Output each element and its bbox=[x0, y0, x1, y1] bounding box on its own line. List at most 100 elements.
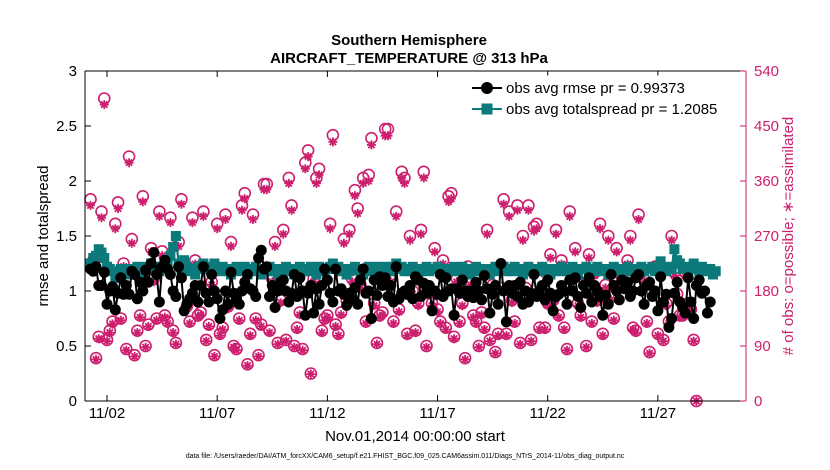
spread-point bbox=[272, 269, 283, 280]
y-axis-right-label: # of obs: o=possible; ∗=assimilated bbox=[780, 117, 797, 356]
rmse-point bbox=[153, 296, 165, 308]
rmse-point bbox=[701, 307, 713, 319]
obs-assimilated-point bbox=[201, 336, 211, 346]
rmse-point bbox=[613, 294, 625, 306]
obs-assimilated-point bbox=[562, 345, 572, 355]
obs-assimilated-point bbox=[548, 298, 558, 308]
x-tick-label: 11/17 bbox=[419, 405, 455, 422]
obs-assimilated-point bbox=[300, 164, 310, 174]
rmse-point bbox=[363, 285, 375, 297]
obs-assimilated-point bbox=[686, 307, 696, 317]
obs-assimilated-point bbox=[138, 197, 148, 207]
obs-assimilated-point bbox=[154, 211, 164, 221]
rmse-point bbox=[495, 258, 507, 269]
rmse-point bbox=[101, 298, 113, 310]
spread-point bbox=[484, 269, 495, 280]
spread-point bbox=[674, 258, 685, 269]
obs-assimilated-point bbox=[127, 238, 137, 248]
obs-assimilated-point bbox=[187, 218, 197, 228]
rmse-point bbox=[90, 261, 102, 273]
rmse-point bbox=[277, 274, 289, 286]
rmse-point bbox=[283, 296, 295, 308]
obs-assimilated-point bbox=[581, 342, 591, 352]
right-tick-label: 0 bbox=[754, 393, 762, 410]
obs-assimilated-point bbox=[226, 241, 236, 251]
rmse-point bbox=[644, 276, 656, 288]
obs-assimilated-point bbox=[105, 328, 115, 338]
rmse-point bbox=[250, 291, 262, 302]
rmse-point bbox=[327, 296, 339, 308]
obs-assimilated-point bbox=[634, 215, 644, 224]
rmse-point bbox=[693, 274, 705, 286]
left-tick-label: 3 bbox=[69, 63, 77, 80]
obs-assimilated-point bbox=[584, 253, 594, 263]
rmse-point bbox=[522, 296, 534, 308]
rmse-point bbox=[470, 276, 482, 288]
obs-assimilated-point bbox=[504, 211, 514, 221]
spread-point bbox=[91, 250, 102, 261]
obs-assimilated-point bbox=[422, 342, 431, 352]
rmse-point bbox=[173, 261, 185, 273]
obs-assimilated-point bbox=[452, 277, 462, 287]
rmse-point bbox=[319, 263, 331, 275]
rmse-point bbox=[456, 274, 468, 286]
obs-assimilated-point bbox=[353, 208, 363, 218]
obs-assimilated-point bbox=[94, 334, 104, 344]
obs-assimilated-point bbox=[642, 318, 652, 328]
rmse-point bbox=[390, 261, 402, 273]
rmse-point bbox=[365, 313, 377, 324]
obs-assimilated-point bbox=[196, 310, 206, 320]
spread-point bbox=[170, 231, 181, 241]
rmse-point bbox=[225, 266, 237, 278]
obs-assimilated-point bbox=[176, 199, 186, 209]
rmse-point bbox=[611, 285, 623, 297]
left-axis-ticks: 0 0.5 1 1.5 2 2.5 3 bbox=[56, 63, 91, 410]
rmse-point bbox=[96, 280, 108, 291]
rmse-point bbox=[109, 304, 121, 316]
legend-rmse-marker bbox=[481, 82, 493, 94]
obs-assimilated-point bbox=[518, 235, 528, 245]
chart-subtitle: AIRCRAFT_TEMPERATURE @ 313 hPa bbox=[270, 50, 548, 67]
spread-point bbox=[542, 264, 553, 274]
obs-assimilated-point bbox=[171, 339, 181, 349]
right-tick-label: 540 bbox=[754, 63, 779, 80]
obs-assimilated-point bbox=[523, 205, 533, 215]
obs-possible-point bbox=[304, 367, 318, 380]
obs-assimilated-point bbox=[554, 312, 564, 322]
rmse-point bbox=[682, 272, 694, 284]
obs-assimilated-point bbox=[121, 345, 131, 355]
obs-assimilated-point bbox=[135, 312, 145, 322]
spread-point bbox=[209, 258, 220, 269]
rmse-point bbox=[622, 276, 634, 288]
obs-assimilated-point bbox=[510, 318, 520, 328]
rmse-point bbox=[668, 287, 680, 299]
obs-assimilated-point bbox=[314, 170, 324, 180]
rmse-point bbox=[580, 287, 592, 299]
obs-assimilated-point bbox=[603, 235, 613, 245]
obs-assimilated-point bbox=[143, 321, 153, 331]
obs-assimilated-point bbox=[207, 280, 217, 290]
obs-assimilated-point bbox=[430, 247, 440, 257]
obs-assimilated-point bbox=[91, 354, 101, 364]
obs-assimilated-point bbox=[433, 307, 442, 317]
obs-assimilated-point bbox=[198, 211, 208, 221]
obs-assimilated-point bbox=[540, 325, 550, 334]
obs-assimilated-point bbox=[347, 277, 357, 287]
rmse-point bbox=[269, 302, 281, 313]
rmse-point bbox=[142, 276, 154, 288]
obs-assimilated-point bbox=[400, 178, 409, 188]
obs-assimilated-point bbox=[237, 205, 247, 215]
obs-assimilated-point bbox=[204, 321, 214, 331]
rmse-point bbox=[597, 309, 609, 321]
obs-assimilated-point bbox=[251, 315, 261, 325]
rmse-point bbox=[528, 269, 540, 280]
rmse-point bbox=[261, 261, 273, 273]
rmse-point bbox=[357, 263, 369, 275]
obs-assimilated-point bbox=[512, 205, 522, 215]
obs-assimilated-point bbox=[234, 315, 244, 325]
spread-point bbox=[270, 264, 281, 274]
obs-assimilated-point bbox=[232, 345, 241, 355]
obs-assimilated-point bbox=[391, 211, 401, 221]
obs-assimilated-point bbox=[372, 339, 382, 349]
